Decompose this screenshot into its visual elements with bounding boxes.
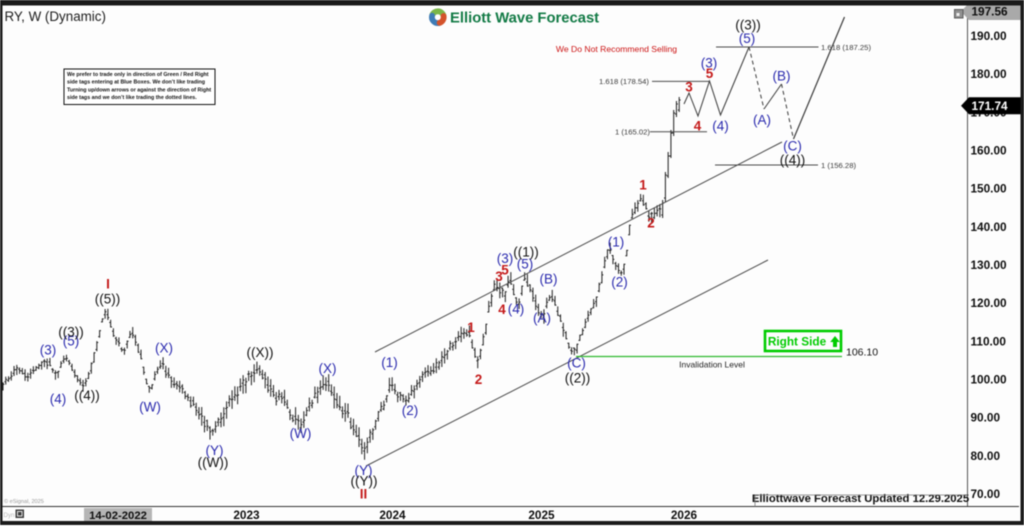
svg-text:RY, W (Dynamic): RY, W (Dynamic)	[5, 9, 106, 24]
svg-text:80.00: 80.00	[971, 449, 1001, 463]
svg-text:70.00: 70.00	[971, 487, 1001, 501]
svg-text:(5): (5)	[739, 31, 756, 46]
svg-text:1: 1	[639, 178, 647, 193]
svg-text:2025: 2025	[528, 508, 555, 522]
svg-text:5: 5	[501, 263, 509, 278]
svg-text:1.618 (178.54): 1.618 (178.54)	[599, 77, 649, 86]
svg-text:106.10: 106.10	[846, 347, 878, 359]
svg-text:171.74: 171.74	[972, 99, 1009, 113]
svg-text:((4)): ((4))	[780, 153, 806, 168]
svg-text:(4): (4)	[508, 302, 525, 317]
svg-text:14-02-2022: 14-02-2022	[89, 510, 147, 522]
svg-text:(A): (A)	[753, 113, 771, 128]
svg-text:4: 4	[498, 302, 506, 317]
svg-text:5: 5	[706, 66, 714, 81]
svg-text:I: I	[106, 277, 110, 292]
svg-text:((X)): ((X))	[247, 345, 274, 360]
svg-text:2024: 2024	[379, 508, 406, 522]
svg-text:((3)): ((3))	[735, 18, 761, 33]
svg-text:Right Side: Right Side	[768, 335, 827, 349]
svg-text:Dyn: Dyn	[4, 512, 16, 519]
svg-text:1: 1	[467, 320, 475, 335]
svg-text:© eSignal, 2025: © eSignal, 2025	[4, 498, 44, 505]
svg-text:120.00: 120.00	[971, 296, 1008, 310]
svg-text:180.00: 180.00	[971, 67, 1008, 81]
svg-text:(3): (3)	[40, 343, 57, 358]
svg-text:(X): (X)	[155, 341, 173, 356]
svg-text:130.00: 130.00	[971, 258, 1008, 272]
svg-text:2026: 2026	[671, 508, 698, 522]
svg-text:(4): (4)	[50, 392, 67, 407]
svg-text:((4)): ((4))	[74, 388, 100, 403]
svg-text:2: 2	[475, 372, 483, 387]
svg-text:Invalidation Level: Invalidation Level	[679, 360, 745, 370]
svg-text:((5)): ((5))	[95, 292, 121, 307]
svg-text:3: 3	[685, 80, 693, 95]
svg-text:190.00: 190.00	[971, 29, 1008, 43]
svg-text:We Do Not Recommend Selling: We Do Not Recommend Selling	[556, 44, 677, 54]
svg-text:((2)): ((2))	[565, 371, 591, 386]
svg-text:II: II	[360, 487, 368, 502]
svg-text:110.00: 110.00	[971, 334, 1007, 348]
svg-text:(C): (C)	[567, 356, 586, 371]
svg-text:(C): (C)	[783, 139, 802, 154]
svg-text:(A): (A)	[533, 311, 551, 326]
svg-text:(1): (1)	[608, 235, 625, 250]
svg-text:((W)): ((W))	[198, 455, 229, 470]
svg-text:90.00: 90.00	[971, 411, 1001, 425]
svg-text:1.618 (187.25): 1.618 (187.25)	[821, 43, 871, 52]
svg-text:(W): (W)	[290, 426, 312, 441]
svg-text:160.00: 160.00	[971, 144, 1008, 158]
svg-text:((3)): ((3))	[58, 325, 84, 340]
svg-text:1 (165.02): 1 (165.02)	[615, 128, 650, 137]
svg-text:140.00: 140.00	[971, 220, 1008, 234]
svg-text:(2): (2)	[402, 403, 419, 418]
svg-text:100.00: 100.00	[971, 373, 1008, 387]
svg-text:(4): (4)	[712, 119, 729, 134]
svg-text:(X): (X)	[319, 361, 337, 376]
svg-text:(W): (W)	[139, 400, 161, 415]
svg-text:(1): (1)	[381, 355, 398, 370]
svg-text:(B): (B)	[773, 69, 791, 84]
svg-text:2: 2	[647, 216, 655, 231]
svg-text:((1)): ((1))	[513, 245, 539, 260]
svg-text:We prefer to trade only in dir: We prefer to trade only in direction of …	[67, 72, 213, 101]
svg-text:1 (156.28): 1 (156.28)	[821, 161, 856, 170]
svg-text:4: 4	[694, 119, 702, 134]
svg-text:150.00: 150.00	[971, 182, 1008, 196]
svg-text:(2): (2)	[611, 275, 628, 290]
svg-text:197.56: 197.56	[972, 5, 1009, 19]
svg-text:(B): (B)	[540, 272, 558, 287]
svg-text:Elliott Wave Forecast: Elliott Wave Forecast	[450, 11, 599, 27]
svg-text:2023: 2023	[233, 508, 260, 522]
